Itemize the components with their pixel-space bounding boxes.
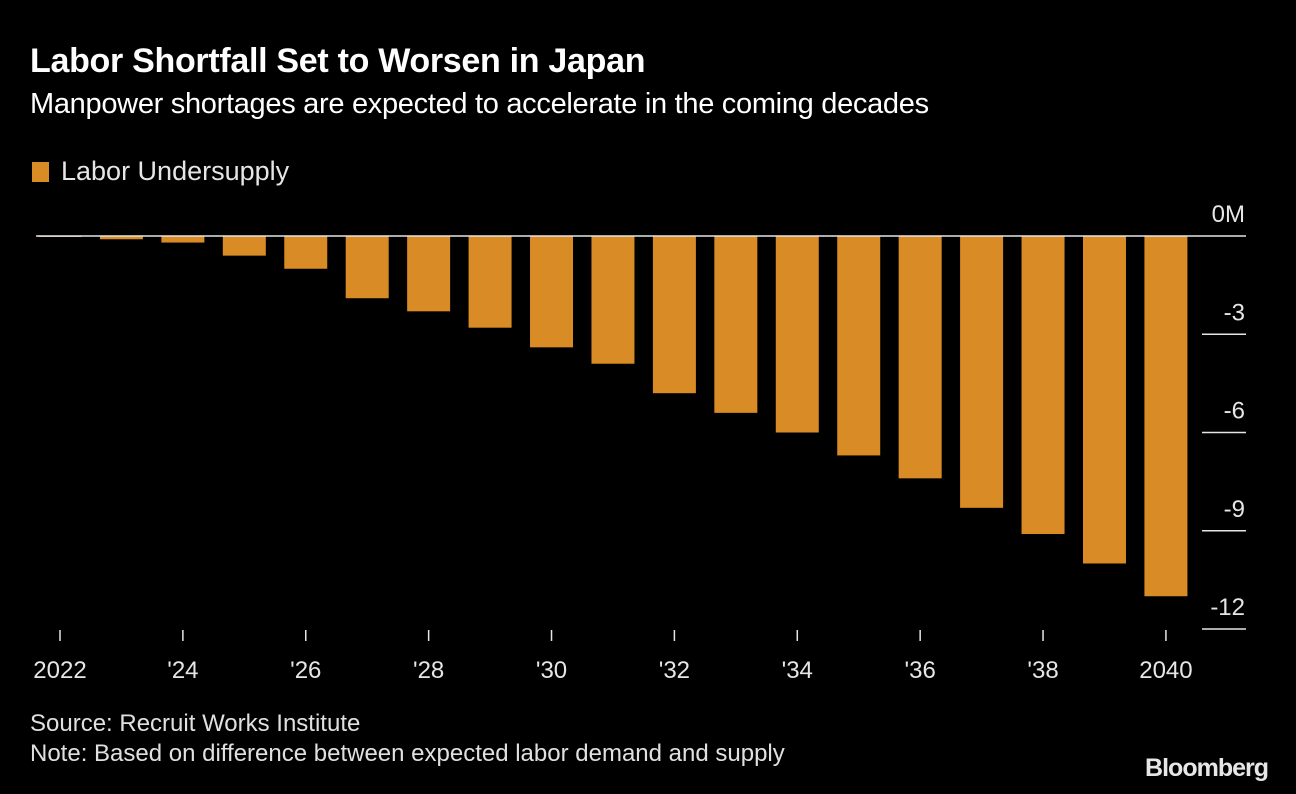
bar-2023 [99, 236, 143, 240]
bar-2032 [652, 236, 696, 394]
y-tick-label: -3 [1224, 299, 1245, 326]
bar-2031 [591, 236, 635, 364]
x-tick-label: 2040 [1139, 657, 1192, 684]
y-tick-label: 0M [1212, 201, 1245, 228]
bar-2037 [960, 236, 1004, 508]
x-axis: 2022 '24 '26 '28 '30 '32 '34 '36 '38 2040 [33, 630, 1193, 684]
x-tick-label: '30 [536, 657, 567, 684]
x-tick-label: '28 [413, 657, 444, 684]
y-axis: 0M -3 -6 -9 -12 [1202, 201, 1246, 630]
bar-2027 [345, 236, 389, 299]
y-tick-label: -12 [1210, 594, 1245, 621]
y-tick-label: -9 [1224, 496, 1245, 523]
x-tick-label: '32 [659, 657, 690, 684]
bar-2035 [837, 236, 881, 456]
bar-2029 [468, 236, 512, 328]
bar-2030 [530, 236, 574, 348]
bar-2026 [284, 236, 328, 269]
x-tick-label: '36 [905, 657, 936, 684]
bloomberg-logo: Bloomberg [1145, 754, 1269, 782]
bar-2025 [222, 236, 266, 256]
methodology-note: Note: Based on difference between expect… [30, 740, 785, 767]
bar-2038 [1021, 236, 1065, 535]
x-tick-label: '26 [290, 657, 321, 684]
bar-2033 [714, 236, 758, 413]
source-note: Source: Recruit Works Institute [30, 710, 361, 737]
chart-subtitle: Manpower shortages are expected to accel… [30, 88, 929, 120]
legend-swatch [32, 161, 49, 182]
x-tick-label: '38 [1027, 657, 1058, 684]
y-tick-label: -6 [1224, 398, 1245, 425]
chart-title: Labor Shortfall Set to Worsen in Japan [30, 42, 646, 80]
legend-label: Labor Undersupply [61, 156, 290, 186]
x-tick-label: '24 [167, 657, 198, 684]
bar-2040 [1144, 236, 1188, 597]
legend: Labor Undersupply [32, 156, 289, 187]
bar-2024 [161, 236, 205, 243]
bar-2039 [1082, 236, 1126, 564]
bar-2034 [775, 236, 819, 433]
bar-2036 [898, 236, 942, 479]
bar-2028 [407, 236, 451, 312]
x-tick-label: '34 [782, 657, 813, 684]
bars-group [38, 236, 1188, 597]
x-tick-label: 2022 [33, 657, 86, 684]
